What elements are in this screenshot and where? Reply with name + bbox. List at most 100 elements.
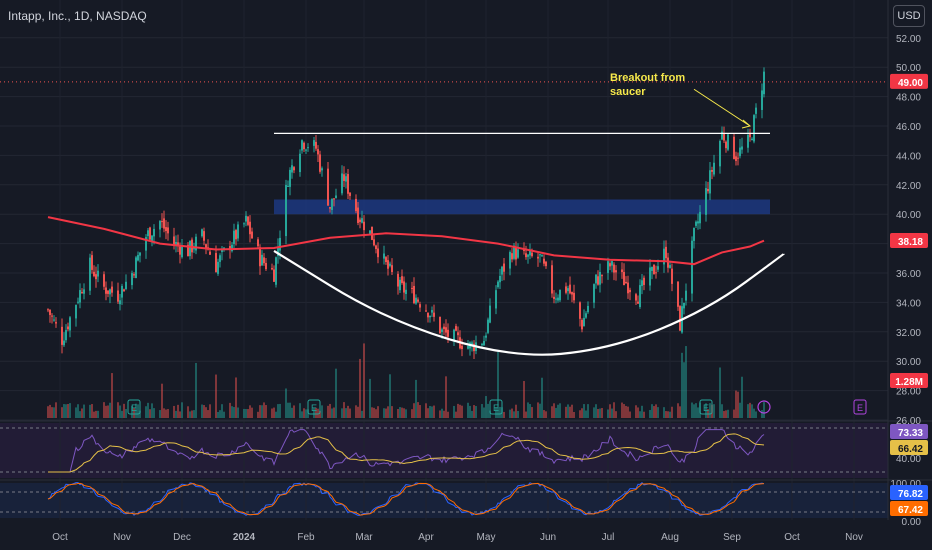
volume-bar: [285, 388, 287, 418]
volume-bar: [153, 408, 155, 418]
candle-body: [739, 147, 741, 157]
candle-body: [55, 322, 57, 324]
currency-button[interactable]: USD: [893, 5, 925, 27]
volume-bar: [103, 402, 105, 418]
volume-bar: [373, 407, 375, 418]
volume-bar: [53, 407, 55, 418]
volume-bar: [483, 407, 485, 418]
candle-body: [565, 286, 567, 293]
candle-body: [49, 309, 51, 315]
price-tick-label: 50.00: [896, 63, 921, 74]
candle-body: [107, 290, 109, 294]
volume-bar: [77, 404, 79, 418]
volume-bar: [411, 409, 413, 418]
candle-body: [485, 335, 487, 338]
volume-bar: [655, 404, 657, 418]
candle-body: [103, 274, 105, 287]
candle-body: [499, 275, 501, 283]
volume-bar: [627, 406, 629, 418]
candle-body: [327, 168, 329, 206]
earnings-marker: E: [307, 399, 321, 415]
volume-bar: [389, 374, 391, 418]
candle-body: [531, 252, 533, 257]
volume-bar: [175, 410, 177, 418]
volume-bar: [693, 404, 695, 418]
time-tick-label: Aug: [661, 532, 679, 543]
volume-bar: [429, 406, 431, 418]
candle-body: [159, 221, 161, 230]
candle-body: [349, 192, 351, 196]
volume-bar: [111, 373, 113, 418]
candle-body: [597, 276, 599, 285]
candle-body: [257, 239, 259, 247]
volume-bar: [553, 403, 555, 418]
volume-bar: [223, 411, 225, 418]
volume-bar: [121, 410, 123, 418]
candle-body: [473, 343, 475, 352]
candle-body: [699, 211, 701, 224]
volume-bar: [139, 410, 141, 418]
volume-bar: [347, 405, 349, 418]
volume-bar: [95, 410, 97, 418]
candle-body: [139, 252, 141, 256]
candle-body: [335, 195, 337, 198]
candle-body: [741, 146, 743, 150]
candle-body: [89, 257, 91, 291]
candle-body: [541, 255, 543, 257]
volume-bar: [747, 404, 749, 418]
candle-body: [373, 239, 375, 246]
candle-body: [273, 269, 275, 282]
volume-bar: [511, 408, 513, 418]
candle-body: [145, 237, 147, 251]
candle-body: [443, 326, 445, 330]
saucer-curve: [273, 250, 785, 356]
candle-body: [51, 315, 53, 317]
candle-body: [713, 162, 715, 175]
candle-body: [655, 272, 657, 274]
candle-body: [195, 236, 197, 251]
volume-bar: [697, 407, 699, 418]
volume-bar: [219, 410, 221, 418]
price-tick-label: 28.00: [896, 387, 921, 398]
volume-bar: [443, 410, 445, 418]
volume-bar: [475, 406, 477, 418]
candle-body: [657, 266, 659, 270]
price-tick-label: 32.00: [896, 328, 921, 339]
candle-body: [419, 304, 421, 308]
volume-bar: [321, 405, 323, 418]
candle-body: [621, 269, 623, 273]
volume-bar: [763, 402, 765, 418]
earnings-marker: E: [489, 399, 503, 415]
volume-bar: [293, 405, 295, 418]
annotation-label: saucer: [610, 86, 646, 98]
volume-bar: [587, 404, 589, 418]
volume-bar: [375, 409, 377, 418]
candle-body: [105, 287, 107, 294]
ma-value-badge-bg: [890, 232, 928, 248]
candle-body: [747, 134, 749, 148]
candle-body: [529, 250, 531, 256]
candle-body: [569, 284, 571, 294]
volume-bar: [107, 405, 109, 418]
candle-body: [727, 134, 729, 150]
volume-bar: [669, 411, 671, 418]
candle-body: [79, 290, 81, 303]
volume-bar: [681, 352, 683, 418]
candle-body: [669, 265, 671, 268]
volume-bar: [275, 411, 277, 418]
volume-bar: [755, 411, 757, 418]
volume-bar: [761, 410, 763, 418]
candle-body: [753, 115, 755, 142]
candle-body: [391, 265, 393, 273]
volume-bar: [67, 404, 69, 418]
time-tick-label: 2024: [233, 532, 256, 543]
candle-body: [551, 265, 553, 294]
candle-body: [671, 268, 673, 284]
candle-body: [315, 141, 317, 149]
volume-bar: [237, 407, 239, 418]
candle-body: [513, 245, 515, 259]
moving-average-line: [47, 216, 765, 266]
volume-bar: [305, 409, 307, 418]
price-tick-label: 30.00: [896, 357, 921, 368]
